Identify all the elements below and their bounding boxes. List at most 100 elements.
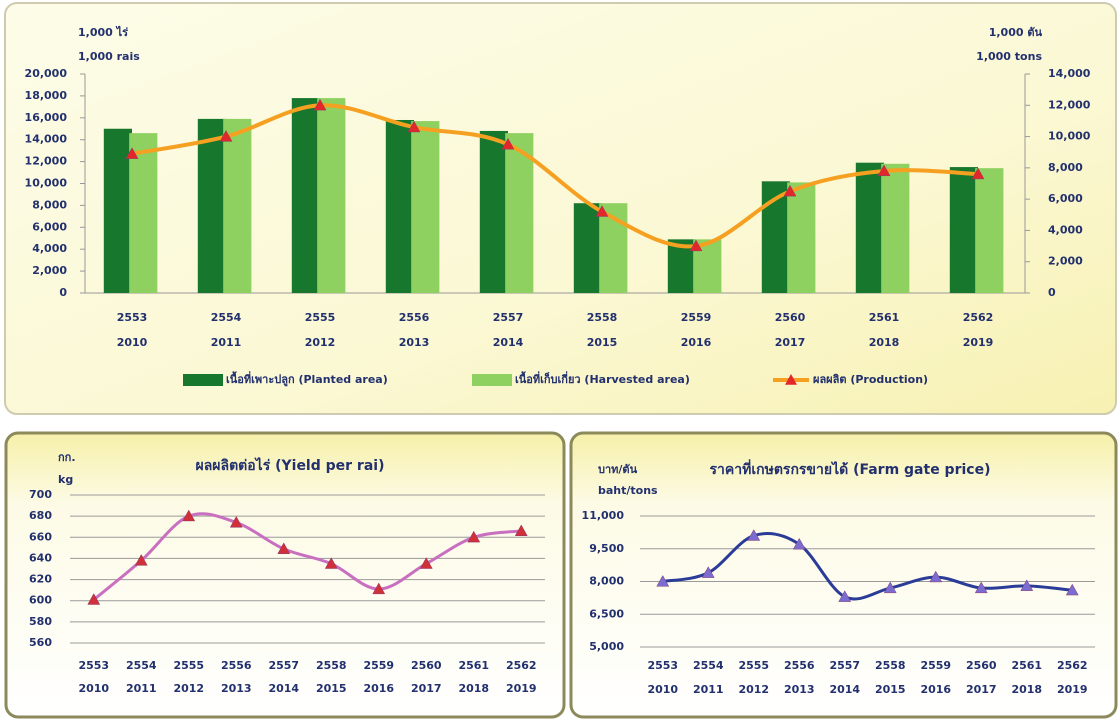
bar <box>787 182 816 293</box>
x-tick-label: 2015 <box>587 336 618 349</box>
marker <box>182 509 196 522</box>
x-tick-label: 2559 <box>681 311 712 324</box>
marker <box>134 554 148 566</box>
y-tick-label: 700 <box>29 488 52 501</box>
x-tick-label: 2555 <box>305 311 336 324</box>
x-tick-label: 2013 <box>784 683 815 696</box>
x-tick-label: 2556 <box>784 659 815 672</box>
y-axis-label: kg <box>58 473 73 486</box>
y2-tick-label: 2,000 <box>1048 255 1083 268</box>
bar <box>949 167 978 293</box>
x-tick-label: 2012 <box>738 683 769 696</box>
x-tick-label: 2561 <box>458 659 489 672</box>
bar <box>479 130 508 293</box>
x-tick-label: 2553 <box>117 311 148 324</box>
x-tick-label: 2555 <box>738 659 769 672</box>
y-tick-label: 10,000 <box>25 177 68 190</box>
charts: 1,000 ไร่ 1,000 rais 1,000 ตัน 1,000 tons 0 2… <box>25 25 1095 696</box>
x-tick-label: 2561 <box>869 311 900 324</box>
y-tick-label: 8,000 <box>589 575 624 588</box>
bar <box>573 203 602 293</box>
x-tick-label: 2013 <box>399 336 430 349</box>
x-tick-label: 2560 <box>411 659 442 672</box>
y-tick-label: 9,500 <box>589 542 624 555</box>
x-tick-label: 2012 <box>173 682 204 695</box>
marker <box>219 130 233 142</box>
y-tick-label: 18,000 <box>25 89 68 102</box>
x-tick-label: 2560 <box>775 311 806 324</box>
marker <box>87 593 101 605</box>
bar <box>317 98 346 293</box>
y-tick-label: 2,000 <box>32 264 67 277</box>
x-tick-label: 2562 <box>506 659 537 672</box>
marker <box>1020 579 1034 591</box>
bar <box>975 168 1004 293</box>
marker <box>467 530 481 543</box>
x-tick-label: 2011 <box>211 336 242 349</box>
line <box>662 532 1073 601</box>
y-tick-label: 11,000 <box>582 509 625 522</box>
x-tick-label: 2019 <box>1057 683 1088 696</box>
x-tick-label: 2559 <box>920 659 951 672</box>
x-tick-label: 2019 <box>506 682 537 695</box>
x-tick-label: 2016 <box>920 683 951 696</box>
marker <box>324 557 338 569</box>
marker <box>514 524 528 536</box>
bar <box>291 98 320 293</box>
marker <box>313 98 327 111</box>
x-tick-label: 2013 <box>221 682 252 695</box>
y2-tick-label: 10,000 <box>1048 130 1091 143</box>
marker <box>701 566 715 578</box>
marker <box>656 574 670 587</box>
marker <box>883 581 897 594</box>
marker <box>929 570 943 583</box>
x-tick-label: 2554 <box>211 311 242 324</box>
x-tick-label: 2016 <box>681 336 712 349</box>
panel <box>4 431 566 719</box>
line <box>92 512 522 601</box>
legend-label: ผลผลิต (Production) <box>813 373 928 386</box>
marker <box>501 137 515 150</box>
x-tick-label: 2015 <box>316 682 347 695</box>
x-tick-label: 2556 <box>399 311 430 324</box>
x-tick-label: 2558 <box>875 659 906 672</box>
x-tick-label: 2018 <box>1011 683 1042 696</box>
x-tick-label: 2015 <box>875 683 906 696</box>
marker <box>125 147 139 159</box>
x-tick-label: 2557 <box>268 659 299 672</box>
y-tick-label: 600 <box>29 594 52 607</box>
marker <box>689 239 703 252</box>
y2-axis-label: 1,000 ตัน <box>989 26 1043 39</box>
x-tick-label: 2011 <box>693 683 724 696</box>
x-tick-label: 2558 <box>587 311 618 324</box>
marker <box>792 537 806 550</box>
x-tick-label: 2556 <box>221 659 252 672</box>
y2-tick-label: 4,000 <box>1048 223 1083 236</box>
x-tick-label: 2019 <box>963 336 994 349</box>
marker <box>419 557 433 569</box>
y-tick-label: 580 <box>29 615 52 628</box>
y-tick-label: 14,000 <box>25 133 68 146</box>
marker <box>1065 583 1079 596</box>
y-tick-label: 5,000 <box>589 640 624 653</box>
y-axis-label: 1,000 ไร่ <box>78 25 128 39</box>
x-tick-label: 2014 <box>493 336 524 349</box>
bar <box>855 162 884 293</box>
x-tick-label: 2011 <box>126 682 157 695</box>
y2-axis-label: 1,000 tons <box>976 50 1042 63</box>
legend-swatch <box>472 374 512 386</box>
x-tick-label: 2018 <box>458 682 489 695</box>
x-tick-label: 2562 <box>963 311 994 324</box>
marker <box>747 529 761 541</box>
marker <box>974 581 988 594</box>
marker <box>838 590 852 602</box>
chart-title: ราคาที่เกษตรกรขายได้ (Farm gate price) <box>710 459 991 478</box>
y-axis-label: บาท/ตัน <box>598 463 638 476</box>
legend-label: เนื้อที่เพาะปลูก (Planted area) <box>226 371 388 387</box>
x-tick-label: 2561 <box>1011 659 1042 672</box>
y-tick-label: 16,000 <box>25 111 68 124</box>
x-tick-label: 2562 <box>1057 659 1088 672</box>
x-tick-label: 2553 <box>647 659 678 672</box>
bar <box>103 128 132 293</box>
